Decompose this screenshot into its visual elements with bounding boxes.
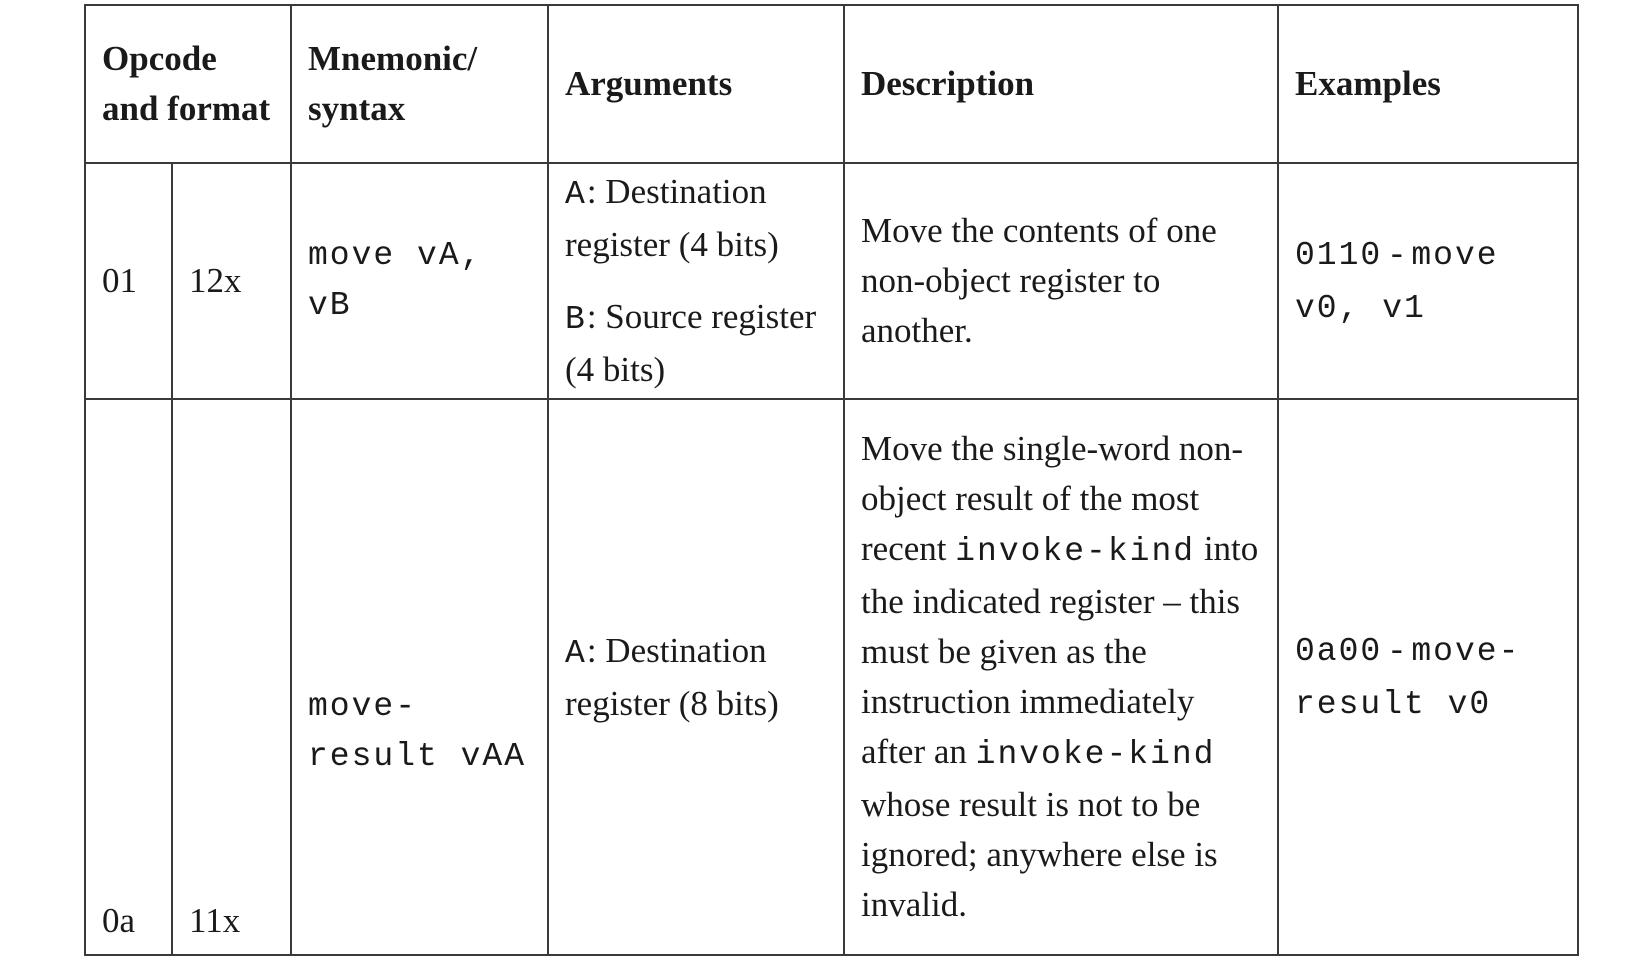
header-opcode-format: Opcode and format <box>84 4 292 164</box>
argument-a: A: Destination register (8 bits) <box>565 630 779 723</box>
mnemonic-cell: move-result vAA <box>290 398 549 956</box>
header-arguments: Arguments <box>547 4 845 164</box>
table-row: 01 12x move vA, vB A: Destination regist… <box>84 162 1579 400</box>
table-header-row: Opcode and format Mnemonic/ syntax Argum… <box>84 4 1579 164</box>
header-mnemonic: Mnemonic/ syntax <box>290 4 549 164</box>
argument-a: A: Destination register (4 bits) <box>565 172 779 264</box>
header-examples: Examples <box>1277 4 1579 164</box>
argument-b: B: Source register (4 bits) <box>565 297 817 389</box>
example-cell: 0110 - move v0, v1 <box>1277 162 1579 400</box>
opcode-cell: 01 <box>84 162 173 400</box>
description-cell: Move the contents of one non-object regi… <box>843 162 1279 400</box>
opcode-cell: 0a <box>84 398 173 956</box>
mnemonic-cell: move vA, vB <box>290 162 549 400</box>
description-cell: Move the single-word non-object result o… <box>843 398 1279 956</box>
format-cell: 12x <box>171 162 292 400</box>
opcode-table: Opcode and format Mnemonic/ syntax Argum… <box>84 4 1579 956</box>
example-cell: 0a00 - move-result v0 <box>1277 398 1579 956</box>
arguments-cell: A: Destination register (4 bits) B: Sour… <box>547 162 845 400</box>
format-cell: 11x <box>171 398 292 956</box>
table-row: 0a 11x move-result vAA A: Destination re… <box>84 398 1579 956</box>
header-description: Description <box>843 4 1279 164</box>
arguments-cell: A: Destination register (8 bits) <box>547 398 845 956</box>
